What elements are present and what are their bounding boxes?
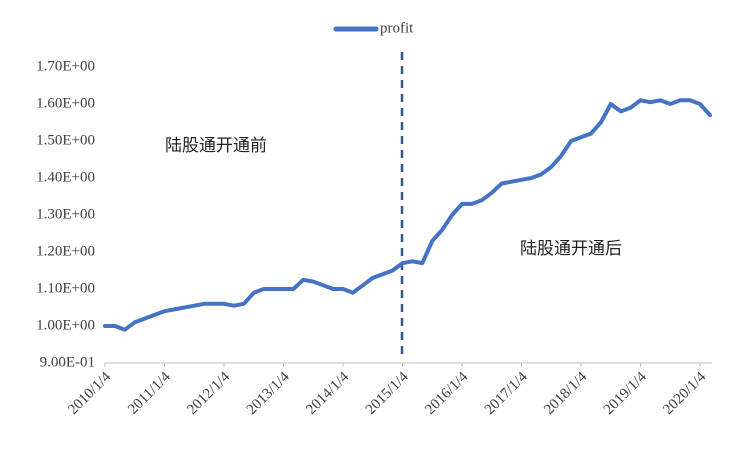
y-tick-label: 1.50E+00 [36, 132, 95, 148]
y-tick-label: 1.60E+00 [36, 95, 95, 111]
y-tick-label: 1.30E+00 [36, 206, 95, 222]
annotation: 陆股通开通前 [165, 136, 267, 155]
y-tick-label: 1.20E+00 [36, 243, 95, 259]
annotation: 陆股通开通后 [520, 239, 622, 258]
y-tick-label: 9.00E-01 [40, 354, 95, 370]
y-tick-label: 1.70E+00 [36, 58, 95, 74]
legend-label: profit [380, 20, 414, 36]
line-series [103, 98, 712, 332]
y-tick-label: 1.40E+00 [36, 169, 95, 185]
y-tick-label: 1.00E+00 [36, 317, 95, 333]
y-tick-label: 1.10E+00 [36, 280, 95, 296]
